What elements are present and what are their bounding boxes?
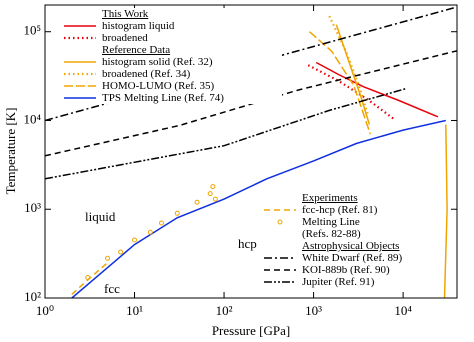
- y-tick-label: 10⁵: [23, 23, 41, 38]
- legend-swatch: [64, 72, 96, 76]
- marker: [85, 275, 91, 281]
- marker: [207, 191, 213, 197]
- y-axis-label: Temperature [K]: [3, 108, 18, 195]
- legend-label: White Dwarf (Ref. 89): [302, 252, 403, 264]
- legend-entry: KOI-889b (Ref. 90): [262, 264, 442, 276]
- series-line: [45, 87, 408, 180]
- series-line: [45, 50, 457, 157]
- legend-label: broadened (Ref. 34): [102, 68, 191, 80]
- x-tick-label: 10⁰: [36, 303, 54, 318]
- plot-frame: [44, 4, 458, 299]
- legend-heading: This Work: [102, 8, 149, 20]
- legend-label: KOI-889b (Ref. 90): [302, 264, 390, 276]
- y-tick-label: 10⁴: [23, 111, 41, 126]
- legend-entry: fcc-hcp (Ref. 81): [262, 204, 442, 216]
- legend-entry: Jupiter (Ref. 91): [262, 276, 442, 288]
- marker: [210, 184, 216, 190]
- marker: [174, 210, 180, 216]
- series-line: [309, 31, 372, 135]
- legend-swatch: [64, 85, 96, 87]
- legend-label: Jupiter (Ref. 91): [302, 276, 375, 288]
- legend-swatch: [64, 97, 96, 99]
- legend: This Work histogram liquid broadened Refere…: [62, 8, 282, 104]
- marker: [147, 229, 153, 235]
- marker: [105, 255, 111, 261]
- legend-swatch: [64, 36, 96, 40]
- series-line: [71, 119, 446, 298]
- legend: Experiments fcc-hcp (Ref. 81) Melting Line…: [262, 192, 442, 288]
- legend-entry: TPS Melting Line (Ref. 74): [62, 92, 282, 104]
- series-line: [315, 61, 439, 118]
- legend-swatch: [277, 219, 283, 225]
- legend-marker: [277, 219, 283, 225]
- legend-heading: Experiments: [302, 192, 358, 204]
- legend-label: TPS Melting Line (Ref. 74): [102, 92, 224, 104]
- y-tick-label: 10²: [24, 289, 41, 304]
- legend-swatch: [264, 257, 296, 259]
- annotation: liquid: [85, 209, 116, 224]
- legend-entry: broadened (Ref. 34): [62, 68, 282, 80]
- marker: [212, 196, 218, 202]
- y-tick-label: 10³: [24, 200, 41, 215]
- x-tick-label: 10²: [216, 303, 233, 318]
- x-tick-label: 10⁴: [394, 303, 412, 318]
- legend-entry: Melting Line (Refs. 82-88): [262, 216, 442, 240]
- marker: [132, 237, 138, 243]
- legend-label: histogram solid (Ref. 32): [102, 56, 213, 68]
- legend-label: fcc-hcp (Ref. 81): [302, 204, 378, 216]
- x-axis-label: Pressure [GPa]: [212, 323, 290, 338]
- legend-swatch: [64, 25, 96, 27]
- legend-label: broadened: [102, 32, 148, 44]
- legend-entry: HOMO-LUMO (Ref. 35): [62, 80, 282, 92]
- legend-swatch: [264, 209, 296, 211]
- legend-entry: White Dwarf (Ref. 89): [262, 252, 442, 264]
- legend-heading: Astrophysical Objects: [302, 240, 400, 252]
- legend-swatch: [64, 61, 96, 63]
- x-tick-label: 10³: [305, 303, 322, 318]
- legend-label: histogram liquid: [102, 20, 175, 32]
- legend-swatch: [264, 269, 296, 271]
- series-line: [307, 64, 395, 120]
- legend-entry: broadened: [62, 32, 282, 44]
- marker: [118, 249, 124, 255]
- x-tick-label: 10¹: [126, 303, 143, 318]
- legend-label: HOMO-LUMO (Ref. 35): [102, 80, 215, 92]
- legend-swatch: [264, 281, 296, 283]
- annotation: hcp: [238, 236, 257, 251]
- marker: [194, 199, 200, 205]
- legend-entry: histogram liquid: [62, 20, 282, 32]
- marker: [158, 220, 164, 226]
- legend-entry: histogram solid (Ref. 32): [62, 56, 282, 68]
- legend-heading: Reference Data: [102, 44, 171, 56]
- annotation: fcc: [104, 281, 120, 296]
- legend-label: Melting Line (Refs. 82-88): [302, 216, 361, 240]
